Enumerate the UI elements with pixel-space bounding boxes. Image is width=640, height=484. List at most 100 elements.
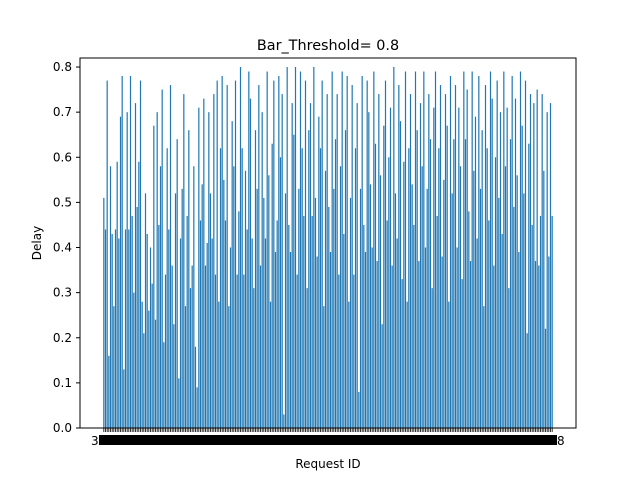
bar — [436, 215, 438, 428]
bar — [463, 71, 465, 428]
bar — [218, 301, 220, 428]
bar — [393, 67, 395, 429]
bar — [249, 98, 252, 429]
bar — [143, 333, 145, 428]
bar — [371, 247, 373, 428]
bar — [301, 148, 303, 429]
bar — [404, 71, 407, 428]
bar — [116, 161, 118, 428]
bar — [431, 288, 433, 428]
bar — [338, 274, 340, 428]
bar — [181, 188, 183, 428]
bar — [526, 333, 528, 428]
bar — [123, 369, 125, 428]
bar — [231, 121, 233, 429]
y-axis: 0.0 0.1 0.2 0.3 0.4 0.5 0.6 0.7 0.8 — [53, 60, 80, 435]
bar — [151, 283, 153, 428]
bar — [119, 116, 122, 428]
y-tick-label: 0.4 — [53, 241, 72, 255]
bar — [549, 103, 552, 429]
bar — [121, 76, 123, 429]
bar — [323, 306, 325, 428]
bar — [381, 324, 383, 428]
bar — [366, 80, 368, 428]
bar — [491, 98, 493, 429]
bar — [193, 166, 195, 429]
bar — [254, 130, 257, 428]
bar — [176, 139, 178, 428]
bar — [434, 71, 437, 428]
bar — [426, 188, 428, 428]
y-tick-label: 0.0 — [53, 421, 72, 435]
bar — [453, 139, 455, 428]
bar — [228, 306, 230, 428]
y-tick-label: 0.1 — [53, 376, 72, 390]
bar — [169, 85, 172, 428]
bar — [459, 166, 462, 429]
bar — [466, 89, 468, 428]
bar — [408, 148, 410, 429]
bar — [359, 188, 362, 428]
bar — [289, 252, 292, 428]
bar — [214, 274, 217, 428]
bar — [224, 220, 227, 428]
bar — [501, 233, 503, 428]
bar — [411, 184, 413, 428]
bar — [514, 98, 517, 429]
bar — [534, 261, 537, 428]
bar — [523, 193, 525, 428]
bar — [203, 98, 205, 429]
bar — [294, 67, 297, 429]
bar — [319, 148, 322, 429]
bar — [251, 238, 253, 428]
bar — [358, 391, 360, 428]
bar — [219, 148, 222, 429]
bar — [454, 85, 457, 428]
bar — [531, 224, 533, 428]
bar — [509, 139, 512, 428]
bar — [183, 94, 185, 428]
x-tick-label-first: 3 — [91, 434, 99, 448]
bar — [398, 85, 400, 428]
bar — [311, 215, 313, 428]
bar — [488, 220, 490, 428]
y-tick-label: 0.2 — [53, 331, 72, 345]
bar — [533, 103, 535, 429]
bar — [353, 274, 355, 428]
bar — [481, 130, 483, 428]
bar — [303, 215, 305, 428]
y-tick-label: 0.3 — [53, 286, 72, 300]
bar — [296, 274, 298, 428]
bar — [141, 301, 143, 428]
bar — [304, 80, 307, 428]
bar — [246, 229, 248, 428]
bar — [324, 170, 327, 429]
bar — [329, 252, 332, 428]
x-tick-label-last: 8 — [557, 434, 565, 448]
bar — [486, 148, 488, 429]
bar — [421, 166, 423, 429]
bar — [468, 211, 470, 428]
bar — [229, 247, 232, 428]
bar — [503, 71, 505, 428]
bar — [106, 80, 108, 428]
bar — [103, 197, 105, 428]
bar — [401, 279, 403, 428]
bar — [331, 71, 333, 428]
bar — [194, 346, 197, 428]
bar — [269, 301, 272, 428]
bar — [479, 188, 482, 428]
plot-frame — [79, 57, 577, 429]
bar — [484, 85, 487, 428]
bar — [308, 130, 310, 428]
bar — [504, 166, 507, 429]
bar — [336, 94, 338, 428]
bar — [138, 161, 140, 428]
bar — [158, 224, 160, 428]
bar — [133, 292, 135, 428]
bar — [243, 274, 245, 428]
bar — [261, 112, 263, 429]
bar — [341, 71, 343, 428]
